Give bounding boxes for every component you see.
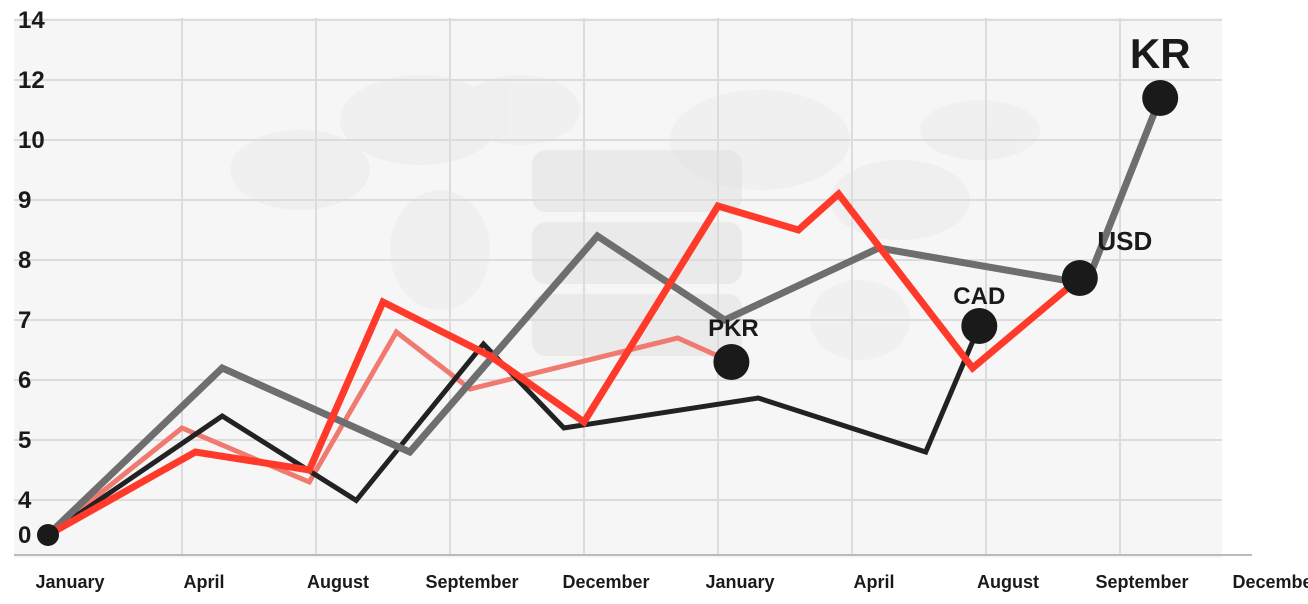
x-tick-label: December <box>1232 572 1308 592</box>
series-label-cad: CAD <box>953 283 1005 310</box>
series-line-pkr <box>46 328 733 537</box>
series-line-usd <box>46 188 1083 539</box>
background-map-decoration <box>230 75 1040 360</box>
y-tick-label: 6 <box>18 367 31 394</box>
x-tick-label: January <box>705 572 774 592</box>
start-point-marker <box>37 524 59 546</box>
series-line-cad <box>46 325 982 538</box>
y-tick-label: 9 <box>18 187 31 214</box>
x-tick-label: January <box>35 572 104 592</box>
x-tick-label: August <box>307 572 369 592</box>
series-label-usd: USD <box>1097 226 1152 256</box>
end-point-marker-pkr <box>713 344 750 380</box>
x-tick-label: August <box>977 572 1039 592</box>
y-tick-label: 10 <box>18 127 45 154</box>
x-tick-label: September <box>1095 572 1188 592</box>
y-tick-label: 5 <box>18 427 31 454</box>
x-tick-label: April <box>183 572 224 592</box>
x-tick-label: September <box>425 572 518 592</box>
series-line-kr <box>45 96 1164 538</box>
series-label-pkr: PKR <box>708 315 759 342</box>
end-point-marker-usd <box>1061 260 1098 296</box>
x-tick-label: April <box>853 572 894 592</box>
y-tick-label: 8 <box>18 247 31 274</box>
x-tick-label: December <box>562 572 649 592</box>
series-label-kr: KR <box>1130 30 1191 77</box>
y-tick-label: 7 <box>18 307 31 334</box>
y-tick-label: 0 <box>18 522 31 549</box>
end-point-marker-cad <box>961 308 998 344</box>
y-tick-label: 14 <box>18 7 45 34</box>
end-point-marker-kr <box>1142 80 1179 116</box>
y-tick-label: 12 <box>18 67 45 94</box>
y-tick-label: 4 <box>18 487 32 514</box>
plot-area <box>14 18 1222 558</box>
